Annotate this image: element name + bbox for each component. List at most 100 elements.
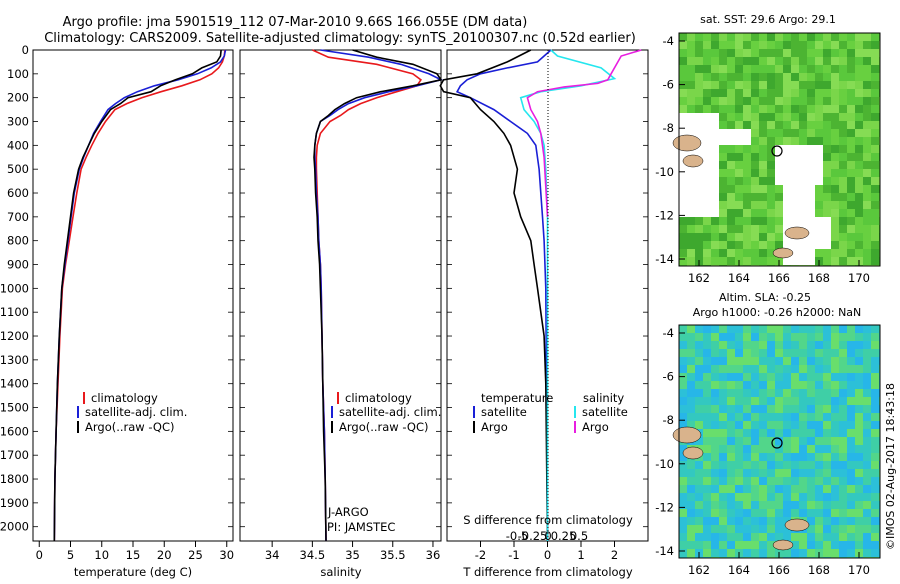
- map-cell: [743, 161, 751, 169]
- map-cell: [759, 533, 767, 541]
- map-cell: [743, 493, 751, 501]
- map-cell: [775, 525, 783, 533]
- map-cell: [775, 429, 783, 437]
- map-cell: [863, 485, 871, 493]
- map-cell: [719, 349, 727, 357]
- map-cell: [743, 421, 751, 429]
- map-cell: [807, 137, 815, 145]
- map-cell: [863, 501, 871, 509]
- legend-temp-satellite: satellite: [481, 405, 527, 419]
- map-cell: [735, 533, 743, 541]
- map-cell: [711, 533, 719, 541]
- map-cell: [807, 381, 815, 389]
- map-cell: [679, 225, 687, 233]
- map-cell: [743, 97, 751, 105]
- map-cell: [815, 169, 823, 177]
- map-cell: [775, 129, 783, 137]
- map-cell: [743, 241, 751, 249]
- map-cell: [855, 233, 863, 241]
- map-cell: [823, 57, 831, 65]
- map-cell: [871, 49, 879, 57]
- map-cell: [759, 161, 767, 169]
- map-cell: [799, 341, 807, 349]
- map-cell: [783, 549, 791, 557]
- sla-map-title-2: Argo h1000: -0.26 h2000: NaN: [693, 306, 862, 319]
- map-cell: [711, 257, 719, 265]
- map-cell: [871, 333, 879, 341]
- map-cell: [783, 421, 791, 429]
- map-cell: [687, 397, 695, 405]
- float-program: J-ARGO: [327, 505, 369, 519]
- map-cell: [823, 89, 831, 97]
- map-cell: [855, 153, 863, 161]
- map-cell: [863, 325, 871, 333]
- map-cell: [799, 41, 807, 49]
- map-cell: [807, 365, 815, 373]
- map-cell: [815, 469, 823, 477]
- map-cell: [831, 357, 839, 365]
- map-cell: [775, 461, 783, 469]
- map-cell: [727, 325, 735, 333]
- map-cell: [687, 249, 695, 257]
- map-cell: [831, 421, 839, 429]
- map-cell: [791, 177, 799, 185]
- map-cell: [727, 137, 735, 145]
- map-cell: [871, 381, 879, 389]
- map-cell: [735, 217, 743, 225]
- map-cell: [679, 509, 687, 517]
- map-cell: [743, 169, 751, 177]
- map-cell: [695, 97, 703, 105]
- map-cell: [831, 397, 839, 405]
- map-cell: [695, 397, 703, 405]
- map-cell: [695, 241, 703, 249]
- map-cell: [855, 397, 863, 405]
- map-cell: [855, 357, 863, 365]
- map-cell: [855, 193, 863, 201]
- map-cell: [687, 389, 695, 397]
- map-cell: [839, 73, 847, 81]
- map-cell: [775, 469, 783, 477]
- map-cell: [759, 169, 767, 177]
- map-cell: [751, 541, 759, 549]
- map-cell: [831, 137, 839, 145]
- map-cell: [775, 381, 783, 389]
- map-cell: [783, 461, 791, 469]
- map-cell: [815, 477, 823, 485]
- map-cell: [767, 241, 775, 249]
- map-cell: [871, 445, 879, 453]
- map-cell: [831, 525, 839, 533]
- map-cell: [831, 145, 839, 153]
- map-cell: [871, 113, 879, 121]
- map-cell: [711, 233, 719, 241]
- map-cell: [847, 33, 855, 41]
- map-cell: [863, 397, 871, 405]
- map-cell: [847, 445, 855, 453]
- sla-map: [672, 325, 880, 558]
- map-cell: [775, 357, 783, 365]
- map-cell: [711, 113, 719, 121]
- map-cell: [799, 81, 807, 89]
- map-cell: [847, 397, 855, 405]
- map-cell: [791, 137, 799, 145]
- map-cell: [823, 413, 831, 421]
- map-cell: [767, 177, 775, 185]
- map-cell: [767, 549, 775, 557]
- map-cell: [767, 105, 775, 113]
- map-cell: [791, 241, 799, 249]
- map-cell: [791, 97, 799, 105]
- map-cell: [695, 145, 703, 153]
- sst-map: [672, 33, 880, 266]
- map-cell: [695, 421, 703, 429]
- map-cell: [743, 373, 751, 381]
- map-cell: [847, 49, 855, 57]
- map-cell: [815, 389, 823, 397]
- map-cell: [759, 113, 767, 121]
- map-cell: [695, 469, 703, 477]
- map-cell: [735, 57, 743, 65]
- map-cell: [807, 41, 815, 49]
- map-cell: [711, 49, 719, 57]
- map-cell: [727, 517, 735, 525]
- map-cell: [711, 541, 719, 549]
- map-cell: [703, 541, 711, 549]
- map-cell: [743, 33, 751, 41]
